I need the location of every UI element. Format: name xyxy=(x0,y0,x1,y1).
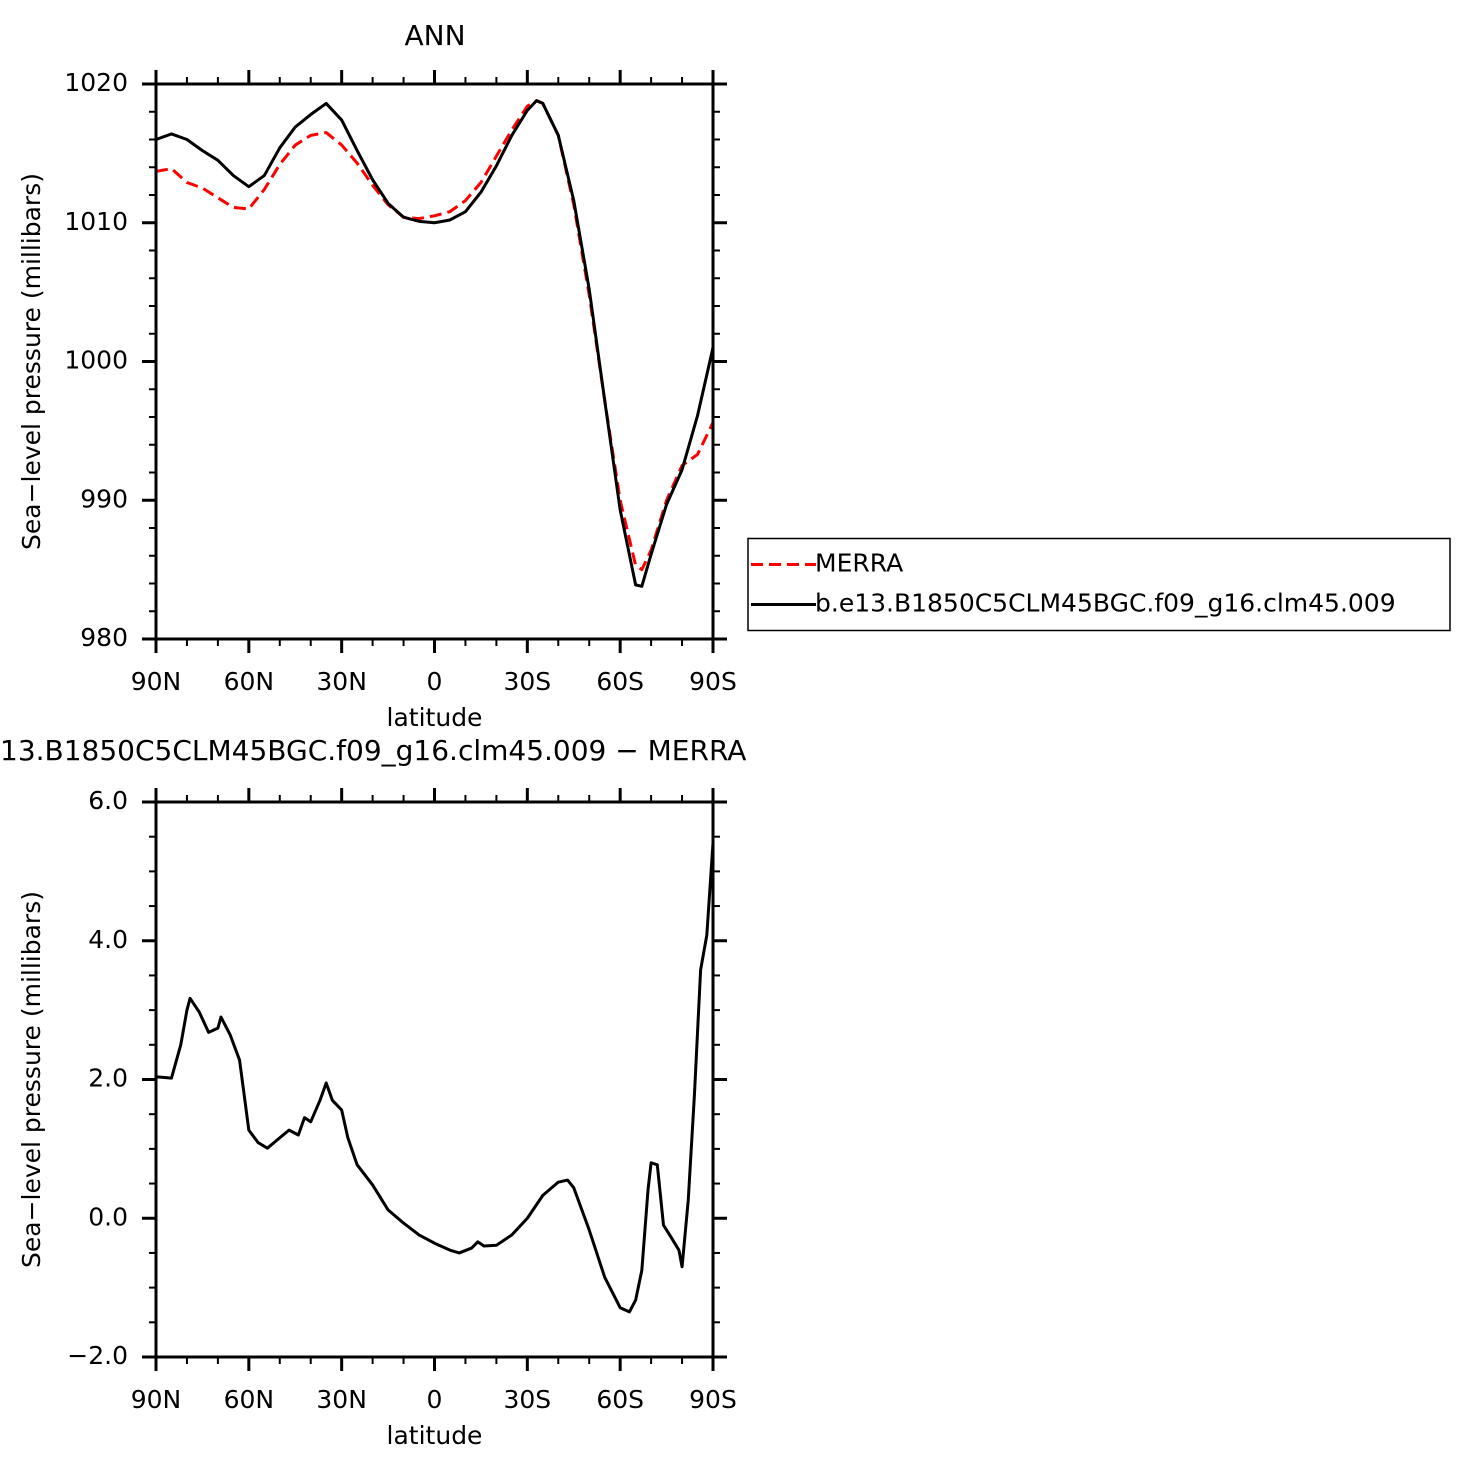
x-tick-label: 0 xyxy=(427,667,443,696)
legend-label: MERRA xyxy=(815,549,903,578)
y-tick-label: 1010 xyxy=(64,207,128,236)
y-tick-label: 6.0 xyxy=(88,786,128,815)
x-tick-label: 60N xyxy=(224,1385,275,1414)
y-tick-label: 980 xyxy=(80,623,128,652)
x-tick-label: 30N xyxy=(316,667,367,696)
x-tick-label: 60N xyxy=(224,667,275,696)
y-tick-label: 2.0 xyxy=(88,1064,128,1093)
data-line xyxy=(155,99,715,572)
chart-title: 13.B1850C5CLM45BGC.f09_g16.clm45.009 − M… xyxy=(0,734,746,767)
x-tick-label: 60S xyxy=(596,1385,644,1414)
plot-frame xyxy=(154,82,715,641)
x-axis-label: latitude xyxy=(387,1421,483,1450)
x-tick-label: 90N xyxy=(131,1385,182,1414)
legend-label: b.e13.B1850C5CLM45BGC.f09_g16.clm45.009 xyxy=(815,589,1396,618)
x-axis-label: latitude xyxy=(387,703,483,732)
x-tick-label: 90S xyxy=(689,1385,737,1414)
x-tick-label: 90S xyxy=(689,667,737,696)
data-line xyxy=(155,99,715,588)
x-tick-label: 30S xyxy=(503,667,551,696)
data-line xyxy=(155,842,715,1314)
x-tick-label: 90N xyxy=(131,667,182,696)
x-tick-label: 60S xyxy=(596,667,644,696)
x-tick-label: 30N xyxy=(316,1385,367,1414)
y-tick-label: 1000 xyxy=(64,346,128,375)
chart-title: ANN xyxy=(404,19,465,52)
y-tick-label: 1020 xyxy=(64,68,128,97)
y-tick-label: 4.0 xyxy=(88,925,128,954)
y-axis-label: Sea−level pressure (millibars) xyxy=(17,891,46,1268)
y-tick-label: 0.0 xyxy=(88,1202,128,1231)
y-axis-label: Sea−level pressure (millibars) xyxy=(17,173,46,550)
plot-frame xyxy=(154,800,715,1359)
legend-box xyxy=(747,537,1451,632)
y-tick-label: −2.0 xyxy=(67,1341,128,1370)
y-tick-label: 990 xyxy=(80,484,128,513)
x-tick-label: 30S xyxy=(503,1385,551,1414)
x-tick-label: 0 xyxy=(427,1385,443,1414)
